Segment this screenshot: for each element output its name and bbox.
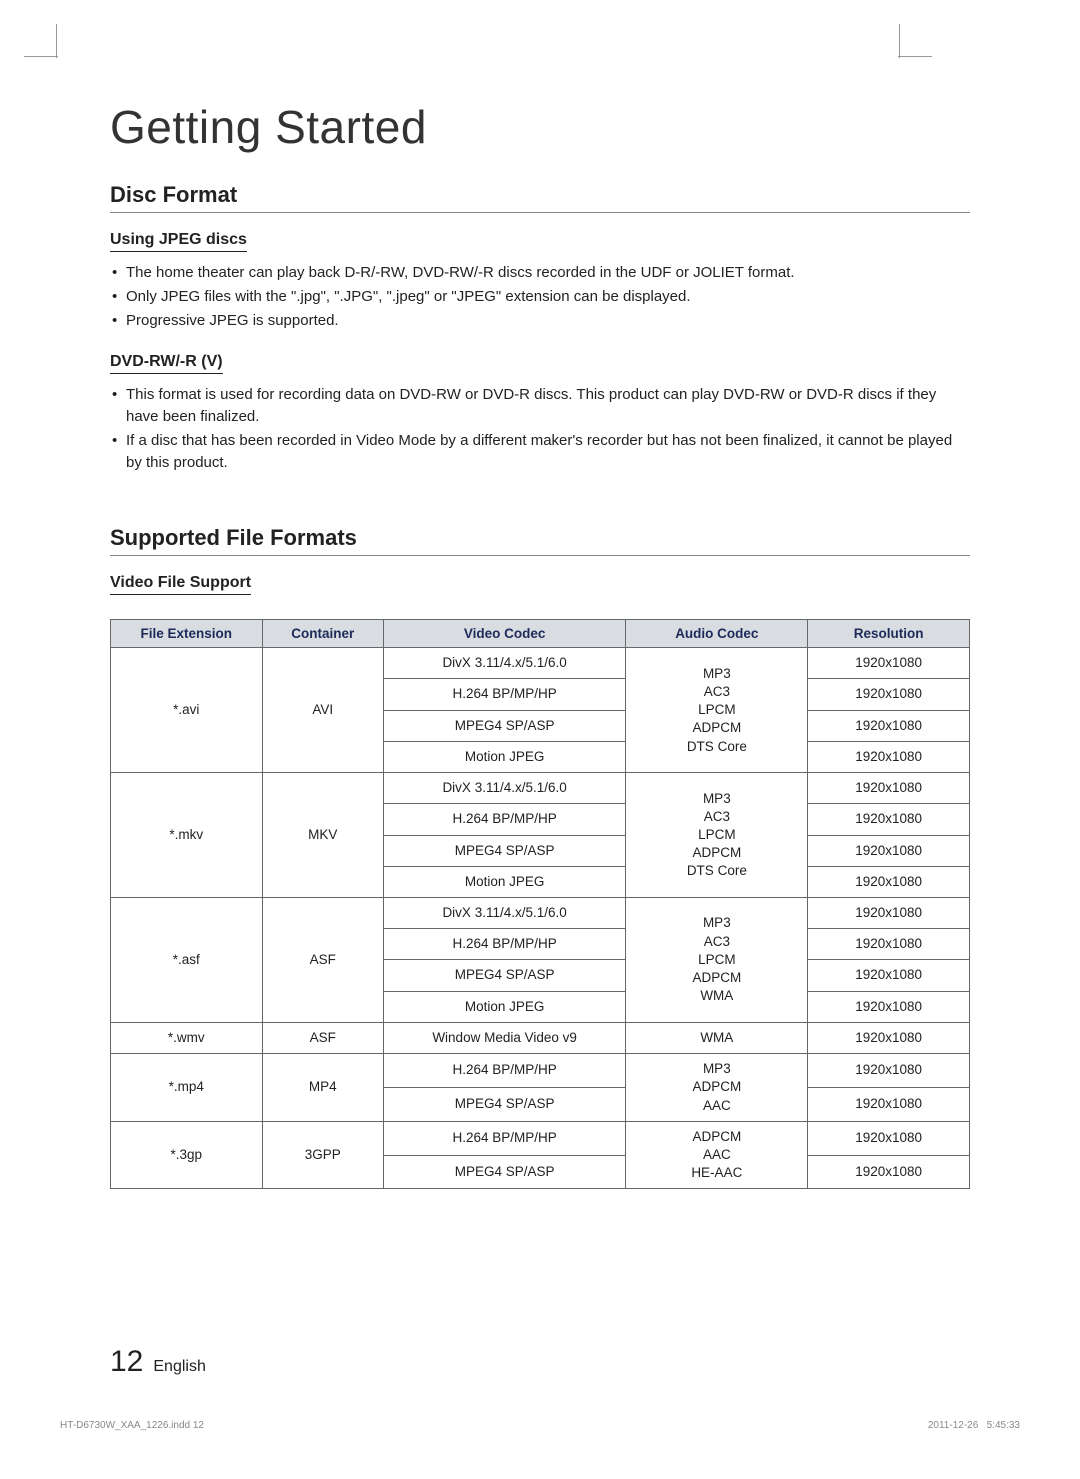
video-support-table: File Extension Container Video Codec Aud…	[110, 619, 970, 1189]
cell-video-codec: H.264 BP/MP/HP	[383, 1054, 626, 1088]
cell-resolution: 1920x1080	[808, 741, 970, 772]
cell-container: MP4	[262, 1054, 383, 1122]
cell-video-codec: H.264 BP/MP/HP	[383, 679, 626, 710]
cell-video-codec: H.264 BP/MP/HP	[383, 929, 626, 960]
cell-video-codec: DivX 3.11/4.x/5.1/6.0	[383, 898, 626, 929]
table-row: *.3gp3GPPH.264 BP/MP/HPADPCMAACHE-AAC192…	[111, 1121, 970, 1155]
cell-video-codec: MPEG4 SP/ASP	[383, 710, 626, 741]
cell-video-codec: MPEG4 SP/ASP	[383, 835, 626, 866]
cell-container: MKV	[262, 773, 383, 898]
th-resolution: Resolution	[808, 620, 970, 648]
cell-resolution: 1920x1080	[808, 710, 970, 741]
table-row: *.mkvMKVDivX 3.11/4.x/5.1/6.0MP3AC3LPCMA…	[111, 773, 970, 804]
subsection-heading-dvdrw: DVD-RW/-R (V)	[110, 353, 223, 374]
cell-container: 3GPP	[262, 1121, 383, 1189]
dvdrw-bullets: This format is used for recording data o…	[110, 384, 970, 473]
crop-mark	[56, 24, 57, 58]
cell-resolution: 1920x1080	[808, 679, 970, 710]
video-support-tbody: *.aviAVIDivX 3.11/4.x/5.1/6.0MP3AC3LPCMA…	[111, 648, 970, 1189]
page-language: English	[153, 1358, 205, 1376]
cell-audio-codec: WMA	[626, 1022, 808, 1053]
print-info-bar: HT-D6730W_XAA_1226.indd 12 2011-12-26 5:…	[60, 1420, 1020, 1431]
cell-resolution: 1920x1080	[808, 991, 970, 1022]
bullet-item: Only JPEG files with the ".jpg", ".JPG",…	[110, 286, 970, 308]
cell-resolution: 1920x1080	[808, 929, 970, 960]
bullet-item: The home theater can play back D-R/-RW, …	[110, 262, 970, 284]
cell-resolution: 1920x1080	[808, 898, 970, 929]
cell-file-extension: *.asf	[111, 898, 263, 1023]
page-number: 12	[110, 1345, 143, 1379]
subsection-dvdrw: DVD-RW/-R (V) This format is used for re…	[110, 353, 970, 473]
cell-resolution: 1920x1080	[808, 1087, 970, 1121]
cell-audio-codec: MP3ADPCMAAC	[626, 1054, 808, 1122]
cell-audio-codec: MP3AC3LPCMADPCMWMA	[626, 898, 808, 1023]
cell-resolution: 1920x1080	[808, 1155, 970, 1189]
cell-file-extension: *.wmv	[111, 1022, 263, 1053]
page-footer: 12 English	[110, 1345, 970, 1379]
cell-resolution: 1920x1080	[808, 1121, 970, 1155]
subsection-heading-video: Video File Support	[110, 574, 251, 595]
subsection-jpeg: Using JPEG discs The home theater can pl…	[110, 231, 970, 331]
bullet-item: Progressive JPEG is supported.	[110, 310, 970, 332]
cell-video-codec: Motion JPEG	[383, 991, 626, 1022]
cell-audio-codec: MP3AC3LPCMADPCMDTS Core	[626, 773, 808, 898]
cell-resolution: 1920x1080	[808, 648, 970, 679]
print-timestamp: 2011-12-26 5:45:33	[928, 1420, 1020, 1431]
cell-file-extension: *.mkv	[111, 773, 263, 898]
cell-audio-codec: MP3AC3LPCMADPCMDTS Core	[626, 648, 808, 773]
table-row: *.mp4MP4H.264 BP/MP/HPMP3ADPCMAAC1920x10…	[111, 1054, 970, 1088]
cell-container: ASF	[262, 898, 383, 1023]
cell-video-codec: DivX 3.11/4.x/5.1/6.0	[383, 773, 626, 804]
cell-video-codec: Window Media Video v9	[383, 1022, 626, 1053]
th-video-codec: Video Codec	[383, 620, 626, 648]
table-row: *.wmvASFWindow Media Video v9WMA1920x108…	[111, 1022, 970, 1053]
cell-resolution: 1920x1080	[808, 866, 970, 897]
cell-file-extension: *.avi	[111, 648, 263, 773]
th-container: Container	[262, 620, 383, 648]
crop-mark	[899, 24, 900, 58]
cell-container: AVI	[262, 648, 383, 773]
cell-resolution: 1920x1080	[808, 773, 970, 804]
cell-audio-codec: ADPCMAACHE-AAC	[626, 1121, 808, 1189]
cell-resolution: 1920x1080	[808, 960, 970, 991]
cell-resolution: 1920x1080	[808, 1054, 970, 1088]
cell-video-codec: Motion JPEG	[383, 741, 626, 772]
table-row: *.aviAVIDivX 3.11/4.x/5.1/6.0MP3AC3LPCMA…	[111, 648, 970, 679]
cell-video-codec: DivX 3.11/4.x/5.1/6.0	[383, 648, 626, 679]
crop-mark	[24, 56, 58, 57]
cell-file-extension: *.3gp	[111, 1121, 263, 1189]
table-row: *.asfASFDivX 3.11/4.x/5.1/6.0MP3AC3LPCMA…	[111, 898, 970, 929]
section-supported-formats: Supported File Formats	[110, 525, 970, 556]
bullet-item: This format is used for recording data o…	[110, 384, 970, 428]
chapter-title: Getting Started	[110, 100, 970, 154]
th-audio-codec: Audio Codec	[626, 620, 808, 648]
print-file-name: HT-D6730W_XAA_1226.indd 12	[60, 1420, 204, 1431]
bullet-item: If a disc that has been recorded in Vide…	[110, 430, 970, 474]
cell-resolution: 1920x1080	[808, 1022, 970, 1053]
jpeg-bullets: The home theater can play back D-R/-RW, …	[110, 262, 970, 331]
table-header-row: File Extension Container Video Codec Aud…	[111, 620, 970, 648]
subsection-video-support: Video File Support File Extension Contai…	[110, 574, 970, 1189]
cell-resolution: 1920x1080	[808, 804, 970, 835]
cell-video-codec: MPEG4 SP/ASP	[383, 1087, 626, 1121]
cell-video-codec: Motion JPEG	[383, 866, 626, 897]
page-content: Getting Started Disc Format Using JPEG d…	[60, 0, 1020, 1251]
cell-video-codec: H.264 BP/MP/HP	[383, 804, 626, 835]
cell-video-codec: H.264 BP/MP/HP	[383, 1121, 626, 1155]
th-file-extension: File Extension	[111, 620, 263, 648]
cell-resolution: 1920x1080	[808, 835, 970, 866]
cell-video-codec: MPEG4 SP/ASP	[383, 960, 626, 991]
subsection-heading-jpeg: Using JPEG discs	[110, 231, 247, 252]
section-disc-format: Disc Format	[110, 182, 970, 213]
crop-mark	[898, 56, 932, 57]
cell-file-extension: *.mp4	[111, 1054, 263, 1122]
cell-video-codec: MPEG4 SP/ASP	[383, 1155, 626, 1189]
cell-container: ASF	[262, 1022, 383, 1053]
